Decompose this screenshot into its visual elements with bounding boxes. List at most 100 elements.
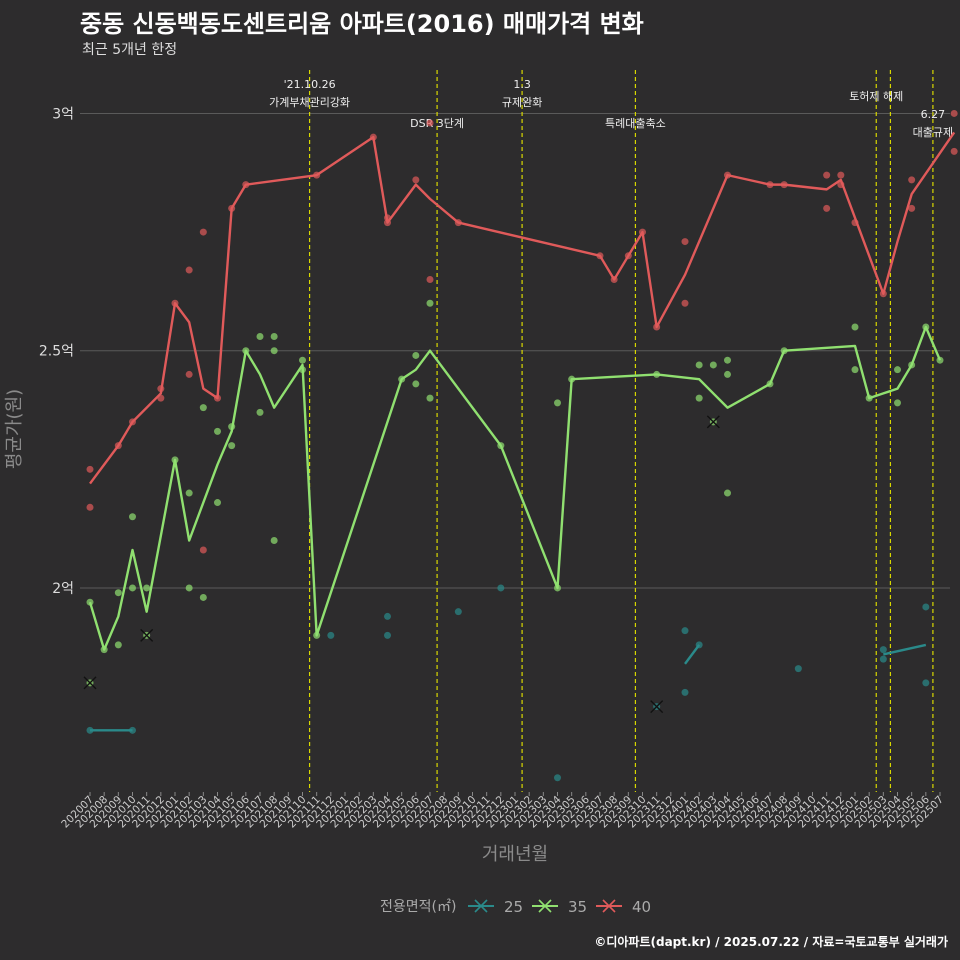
data-point-40 bbox=[369, 133, 377, 141]
data-point-35 bbox=[412, 380, 420, 388]
data-point-35 bbox=[851, 323, 859, 331]
data-point-40 bbox=[653, 323, 661, 331]
data-point-35 bbox=[724, 489, 731, 497]
series-40 bbox=[86, 109, 958, 554]
data-point-40 bbox=[780, 181, 788, 189]
event-label: DSR 3단계 bbox=[410, 117, 464, 130]
data-point-40 bbox=[228, 204, 236, 212]
data-point-35 bbox=[724, 356, 731, 364]
data-point-35 bbox=[894, 366, 901, 374]
data-point-35 bbox=[865, 394, 873, 402]
data-point-25 bbox=[922, 603, 930, 611]
data-point-35 bbox=[228, 442, 236, 450]
source-caption: ©디아파트(dapt.kr) / 2025.07.22 / 자료=국토교통부 실… bbox=[594, 935, 948, 949]
data-point-35 bbox=[129, 513, 136, 521]
data-point-40 bbox=[837, 171, 845, 179]
y-tick-label: 3억 bbox=[52, 106, 74, 122]
data-point-40 bbox=[86, 503, 94, 511]
data-point-25 bbox=[497, 584, 505, 592]
data-point-25 bbox=[454, 608, 462, 616]
data-point-25 bbox=[129, 726, 136, 734]
data-point-35 bbox=[199, 593, 207, 601]
y-tick-label: 2억 bbox=[52, 581, 74, 597]
data-point-35 bbox=[780, 347, 788, 355]
data-point-35 bbox=[129, 584, 136, 592]
data-point-25 bbox=[922, 679, 930, 687]
data-point-35 bbox=[653, 370, 661, 378]
data-point-35 bbox=[412, 351, 420, 359]
data-point-35 bbox=[568, 375, 576, 383]
cancelled-mark-35 bbox=[706, 415, 720, 429]
chart-subtitle: 최근 5개년 한정 bbox=[82, 42, 178, 58]
data-point-40 bbox=[185, 266, 193, 274]
event-label: 가계부채관리강화 bbox=[269, 96, 350, 109]
data-point-25 bbox=[879, 646, 887, 654]
data-point-35 bbox=[100, 646, 108, 654]
data-point-25 bbox=[879, 655, 887, 663]
data-point-40 bbox=[681, 238, 689, 246]
data-point-40 bbox=[596, 252, 604, 260]
event-label: 1.3 bbox=[513, 78, 531, 91]
data-point-40 bbox=[454, 219, 462, 227]
data-point-35 bbox=[313, 631, 321, 639]
event-label: 토허제 해제 bbox=[849, 89, 903, 103]
data-point-35 bbox=[398, 375, 406, 383]
series-group bbox=[83, 109, 958, 782]
data-point-35 bbox=[270, 537, 278, 545]
data-point-25 bbox=[384, 612, 391, 620]
y-axis-title: 평균가(원) bbox=[4, 389, 25, 469]
data-point-35 bbox=[185, 489, 193, 497]
legend-label-40: 40 bbox=[632, 898, 651, 916]
data-point-40 bbox=[724, 171, 731, 179]
data-point-35 bbox=[426, 299, 434, 307]
cancelled-mark-35 bbox=[83, 676, 97, 690]
data-point-40 bbox=[412, 176, 420, 184]
data-point-40 bbox=[242, 181, 250, 189]
data-point-35 bbox=[766, 380, 774, 388]
data-point-40 bbox=[157, 394, 165, 402]
data-point-35 bbox=[724, 370, 731, 378]
data-point-40 bbox=[426, 276, 434, 284]
data-point-25 bbox=[695, 641, 703, 649]
event-label: 대출규제 bbox=[913, 126, 953, 139]
data-point-25 bbox=[681, 688, 689, 696]
series-line-25 bbox=[684, 644, 701, 665]
data-point-40 bbox=[610, 276, 618, 284]
data-point-35 bbox=[497, 442, 505, 450]
data-point-35 bbox=[709, 361, 717, 369]
data-point-40 bbox=[426, 119, 434, 127]
data-point-35 bbox=[270, 332, 278, 340]
data-point-40 bbox=[114, 442, 122, 450]
data-point-35 bbox=[554, 584, 561, 592]
data-point-35 bbox=[894, 399, 901, 407]
cancelled-mark-25 bbox=[650, 700, 664, 714]
data-point-40 bbox=[157, 385, 165, 393]
data-point-35 bbox=[299, 366, 306, 374]
data-point-40 bbox=[384, 219, 391, 227]
data-point-40 bbox=[823, 171, 831, 179]
data-point-35 bbox=[114, 589, 122, 597]
chart-title: 중동 신동백동도센트리움 아파트(2016) 매매가격 변화 bbox=[80, 10, 644, 38]
data-point-35 bbox=[695, 361, 703, 369]
data-point-40 bbox=[908, 204, 916, 212]
event-label: 6.27 bbox=[921, 108, 946, 121]
legend-label-25: 25 bbox=[504, 898, 523, 916]
data-point-40 bbox=[837, 181, 845, 189]
series-35 bbox=[83, 299, 944, 690]
series-25 bbox=[86, 584, 930, 782]
data-point-25 bbox=[384, 631, 391, 639]
data-point-35 bbox=[554, 399, 561, 407]
data-point-40 bbox=[129, 418, 136, 426]
data-point-40 bbox=[639, 228, 646, 236]
y-tick-label: 2.5억 bbox=[39, 344, 74, 360]
data-point-35 bbox=[426, 394, 434, 402]
data-point-40 bbox=[823, 204, 831, 212]
data-point-40 bbox=[950, 109, 958, 117]
data-point-40 bbox=[681, 299, 689, 307]
data-point-35 bbox=[256, 332, 264, 340]
data-point-35 bbox=[86, 598, 94, 606]
data-point-40 bbox=[950, 147, 958, 155]
data-point-25 bbox=[794, 665, 802, 673]
legend-key-mark-40 bbox=[602, 899, 616, 913]
